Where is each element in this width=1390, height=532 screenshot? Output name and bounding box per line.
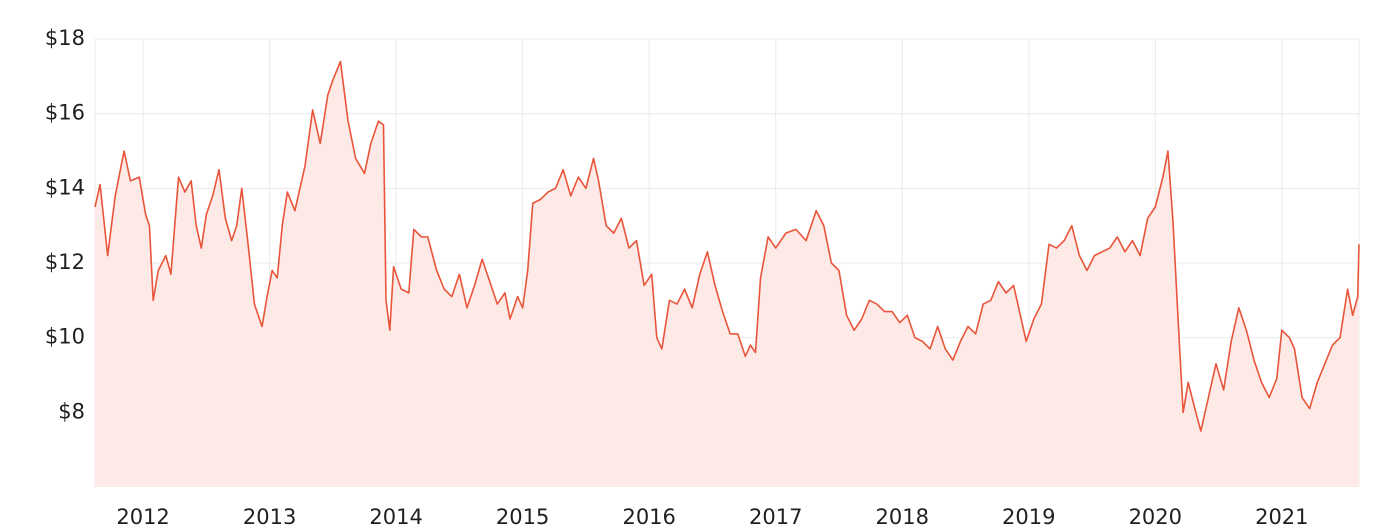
x-tick-label: 2019 xyxy=(1002,505,1055,529)
x-tick-label: 2018 xyxy=(876,505,929,529)
x-tick-label: 2013 xyxy=(243,505,296,529)
x-tick-label: 2014 xyxy=(369,505,422,529)
y-tick-label: $16 xyxy=(45,101,85,125)
x-tick-label: 2021 xyxy=(1255,505,1308,529)
x-tick-label: 2020 xyxy=(1129,505,1182,529)
y-tick-label: $8 xyxy=(58,399,85,423)
x-tick-label: 2017 xyxy=(749,505,802,529)
line xyxy=(94,60,1360,432)
y-tick-label: $10 xyxy=(45,325,85,349)
y-tick-label: $18 xyxy=(45,26,85,50)
area xyxy=(95,61,1359,488)
x-tick-label: 2012 xyxy=(116,505,169,529)
x-tick-label: 2015 xyxy=(496,505,549,529)
y-tick-label: $14 xyxy=(45,175,85,199)
y-tick-label: $12 xyxy=(45,250,85,274)
x-tick-label: 2016 xyxy=(622,505,675,529)
